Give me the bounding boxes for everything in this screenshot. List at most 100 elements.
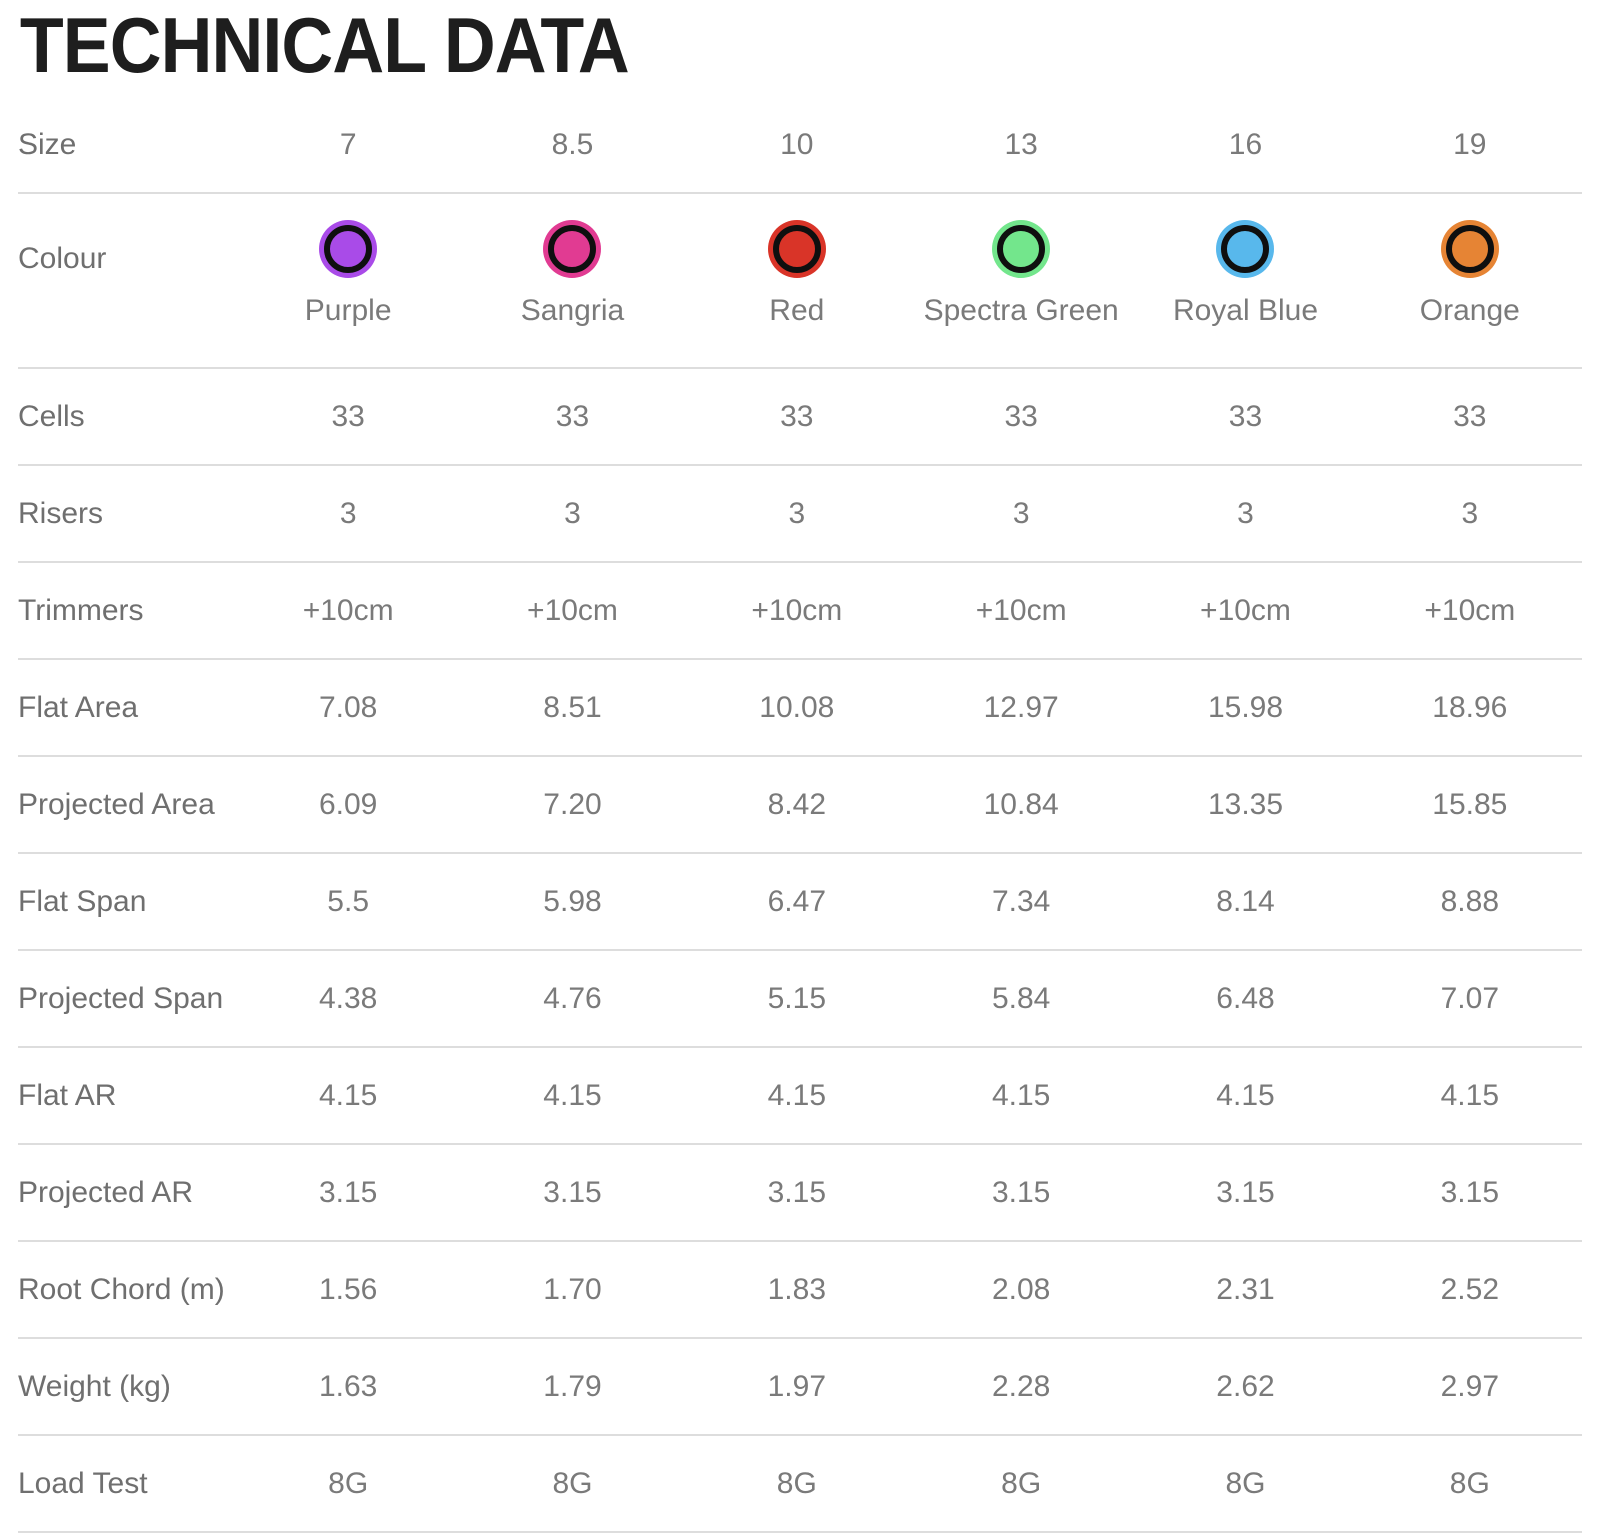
- value-cell-cells-col3: 33: [780, 399, 814, 433]
- value-cell-projected-area-col1: 6.09: [318, 787, 378, 821]
- table-row-projected-area: Projected Area 6.09 7.20 8.42 10.84 13.35 15.8…: [18, 757, 1582, 854]
- colour-swatch-royal-blue: Royal Blue: [1133, 194, 1357, 326]
- value-cell-projected-ar-col2: 3.15: [543, 1175, 602, 1209]
- value-cell-size-col6: 19: [1453, 127, 1487, 161]
- value-cell-flat-ar-col1: 4.15: [318, 1078, 378, 1112]
- value-cell-cells-col4: 33: [1004, 399, 1038, 433]
- row-label-flat-span: Flat Span: [18, 884, 147, 918]
- value-cell-trimmers-col5: +10cm: [1200, 593, 1291, 627]
- value-cell-size-col1: 7: [339, 127, 357, 161]
- row-label-load-test: Load Test: [18, 1466, 148, 1500]
- value-cell-load-test-col2: 8G: [552, 1466, 593, 1500]
- value-cell-trimmers-col4: +10cm: [975, 593, 1067, 627]
- value-cell-risers-col1: 3: [339, 496, 357, 530]
- colour-swatch-orange: Orange: [1358, 194, 1582, 326]
- value-cell-load-test-col6: 8G: [1449, 1466, 1490, 1500]
- value-cell-root-chord-m-col5: 2.31: [1216, 1272, 1275, 1306]
- value-cell-root-chord-m-col6: 2.52: [1440, 1272, 1500, 1306]
- value-cell-projected-area-col2: 7.20: [543, 787, 602, 821]
- value-cell-projected-span-col1: 4.38: [318, 981, 378, 1015]
- row-label-size: Size: [18, 127, 77, 161]
- table-row-flat-ar: Flat AR 4.15 4.15 4.15 4.15 4.15 4.15: [18, 1048, 1582, 1145]
- row-label-projected-area: Projected Area: [18, 787, 215, 821]
- row-label-weight-kg: Weight (kg): [18, 1369, 171, 1403]
- value-cell-risers-col6: 3: [1461, 496, 1479, 530]
- value-cell-projected-ar-col4: 3.15: [991, 1175, 1051, 1209]
- value-cell-risers-col3: 3: [788, 496, 806, 530]
- swatch-dot-royal-blue-icon: [1221, 225, 1270, 273]
- colour-swatch-sangria: Sangria: [460, 194, 684, 326]
- row-label-colour: Colour: [18, 242, 107, 275]
- value-cell-flat-ar-col3: 4.15: [767, 1078, 827, 1112]
- value-cell-root-chord-m-col3: 1.83: [767, 1272, 827, 1306]
- table-row-flat-span: Flat Span 5.5 5.98 6.47 7.34 8.14 8.88: [18, 854, 1582, 951]
- value-cell-flat-area-col4: 12.97: [983, 690, 1059, 724]
- row-label-trimmers: Trimmers: [18, 593, 144, 627]
- value-cell-flat-span-col6: 8.88: [1440, 884, 1500, 918]
- swatch-dot-red-icon: [772, 225, 821, 273]
- value-cell-weight-kg-col4: 2.28: [991, 1369, 1051, 1403]
- table-row-cells: Cells 33 33 33 33 33 33: [18, 369, 1582, 466]
- value-cell-flat-ar-col4: 4.15: [991, 1078, 1051, 1112]
- row-label-flat-ar: Flat AR: [18, 1078, 117, 1112]
- value-cell-size-col2: 8.5: [551, 127, 594, 161]
- value-cell-projected-ar-col5: 3.15: [1216, 1175, 1275, 1209]
- row-label-risers: Risers: [18, 496, 104, 530]
- table-row-trimmers: Trimmers +10cm +10cm +10cm +10cm +10cm +10cm: [18, 563, 1582, 660]
- colour-swatch-spectra-green: Spectra Green: [909, 194, 1133, 326]
- swatch-name-royal-blue: Royal Blue: [1172, 294, 1319, 327]
- table-row-projected-span: Projected Span 4.38 4.76 5.15 5.84 6.48 7.07: [18, 951, 1582, 1048]
- swatch-dot-orange-icon: [1445, 225, 1494, 273]
- value-cell-trimmers-col3: +10cm: [751, 593, 843, 627]
- row-label-projected-ar: Projected AR: [18, 1175, 194, 1209]
- value-cell-flat-area-col2: 8.51: [543, 690, 602, 724]
- swatch-name-orange: Orange: [1419, 294, 1520, 327]
- value-cell-flat-area-col6: 18.96: [1432, 690, 1508, 724]
- page-title: TECHNICAL DATA: [19, 1, 630, 89]
- value-cell-risers-col2: 3: [564, 496, 581, 530]
- value-cell-flat-span-col3: 6.47: [767, 884, 827, 918]
- value-cell-flat-area-col1: 7.08: [318, 690, 378, 724]
- value-cell-flat-span-col2: 5.98: [543, 884, 602, 918]
- value-cell-load-test-col5: 8G: [1225, 1466, 1266, 1500]
- row-label-cells: Cells: [18, 399, 85, 433]
- value-cell-size-col4: 13: [1004, 127, 1038, 161]
- value-cell-flat-ar-col5: 4.15: [1216, 1078, 1275, 1112]
- row-label-projected-span: Projected Span: [18, 981, 224, 1015]
- value-cell-cells-col5: 33: [1228, 399, 1263, 433]
- value-cell-flat-span-col5: 8.14: [1216, 884, 1275, 918]
- table-row-colour: Colour Purple Sangria Red Spectra Green Royal…: [18, 194, 1582, 369]
- table-row-root-chord-m: Root Chord (m) 1.56 1.70 1.83 2.08 2.31 2.52: [18, 1242, 1582, 1339]
- value-cell-risers-col5: 3: [1237, 496, 1254, 530]
- row-label-root-chord-m: Root Chord (m): [18, 1272, 225, 1306]
- value-cell-projected-area-col4: 10.84: [983, 787, 1059, 821]
- value-cell-projected-span-col5: 6.48: [1216, 981, 1275, 1015]
- colour-swatch-red: Red: [685, 194, 909, 326]
- swatch-name-sangria: Sangria: [520, 294, 625, 327]
- value-cell-projected-area-col5: 13.35: [1207, 787, 1284, 821]
- value-cell-trimmers-col1: +10cm: [302, 593, 394, 627]
- value-cell-flat-area-col5: 15.98: [1207, 690, 1284, 724]
- table-row-risers: Risers 3 3 3 3 3 3: [18, 466, 1582, 563]
- value-cell-projected-span-col6: 7.07: [1440, 981, 1500, 1015]
- value-cell-load-test-col3: 8G: [776, 1466, 817, 1500]
- row-label-flat-area: Flat Area: [18, 690, 139, 724]
- value-cell-cells-col6: 33: [1453, 399, 1487, 433]
- value-cell-trimmers-col6: +10cm: [1424, 593, 1516, 627]
- value-cell-projected-ar-col3: 3.15: [767, 1175, 827, 1209]
- value-cell-weight-kg-col3: 1.97: [767, 1369, 827, 1403]
- value-cell-flat-ar-col6: 4.15: [1440, 1078, 1500, 1112]
- swatch-dot-sangria-icon: [548, 225, 597, 273]
- value-cell-flat-area-col3: 10.08: [759, 690, 835, 724]
- value-cell-cells-col1: 33: [331, 399, 365, 433]
- value-cell-projected-span-col2: 4.76: [543, 981, 602, 1015]
- swatch-name-red: Red: [769, 294, 825, 327]
- value-cell-weight-kg-col1: 1.63: [318, 1369, 378, 1403]
- colour-swatch-purple: Purple: [236, 194, 460, 326]
- value-cell-load-test-col4: 8G: [1001, 1466, 1042, 1500]
- value-cell-load-test-col1: 8G: [328, 1466, 369, 1500]
- value-cell-projected-area-col3: 8.42: [767, 787, 827, 821]
- value-cell-flat-span-col1: 5.5: [327, 884, 370, 918]
- value-cell-root-chord-m-col2: 1.70: [543, 1272, 602, 1306]
